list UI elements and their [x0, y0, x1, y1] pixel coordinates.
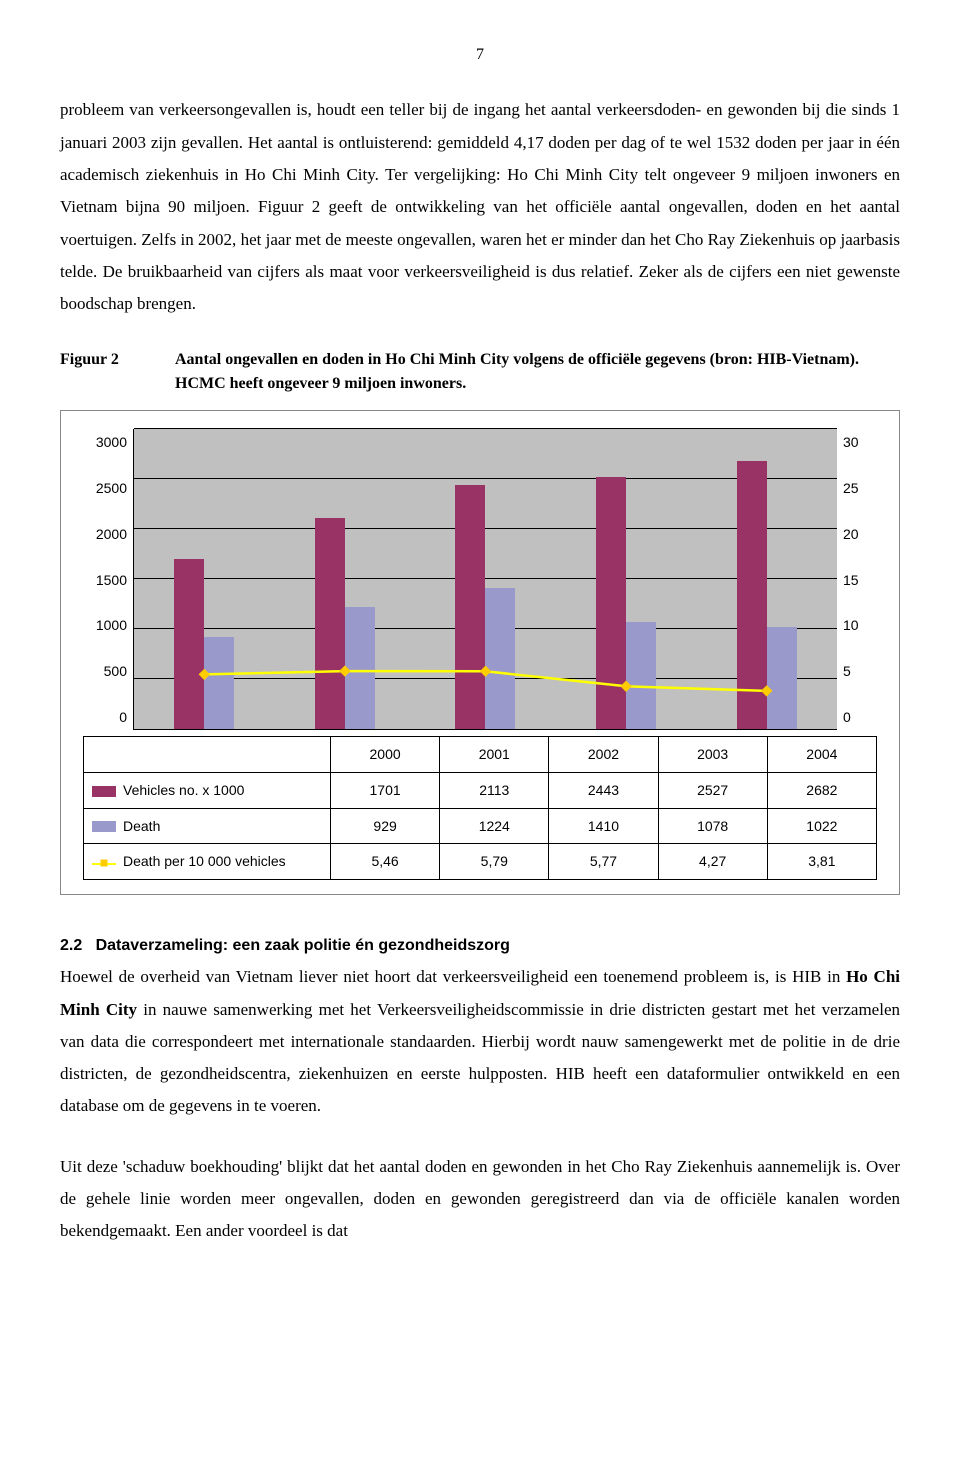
rate-marker: [340, 667, 350, 677]
chart-data-table: 2000 2001 2002 2003 2004 Vehicles no. x …: [83, 736, 877, 879]
cell: 4,27: [658, 844, 767, 880]
cell: 929: [331, 808, 440, 844]
left-axis: 3000 2500 2000 1500 1000 500 0: [83, 429, 133, 730]
left-tick: 1000: [96, 612, 127, 639]
cell: 2113: [440, 773, 549, 809]
section-heading: 2.2 Dataverzameling: een zaak politie én…: [60, 931, 900, 961]
cell: 1078: [658, 808, 767, 844]
section-text-a: Hoewel de overheid van Vietnam liever ni…: [60, 967, 846, 986]
legend-corner: [84, 737, 331, 773]
left-tick: 2000: [96, 521, 127, 548]
cell: 1022: [767, 808, 876, 844]
right-axis: 30 25 20 15 10 5 0: [837, 429, 877, 730]
cell: 5,79: [440, 844, 549, 880]
swatch-deaths: [92, 821, 116, 832]
figure-caption-text: Aantal ongevallen en doden in Ho Chi Min…: [175, 348, 900, 396]
right-tick: 25: [843, 475, 859, 502]
rate-marker: [621, 682, 631, 692]
right-tick: 15: [843, 567, 859, 594]
legend-rate-label: Death per 10 000 vehicles: [123, 853, 286, 869]
cell: 5,77: [549, 844, 658, 880]
col-2000: 2000: [331, 737, 440, 773]
section-number: 2.2: [60, 937, 82, 954]
left-tick: 0: [119, 704, 127, 731]
col-2001: 2001: [440, 737, 549, 773]
right-tick: 30: [843, 429, 859, 456]
right-tick: 20: [843, 521, 859, 548]
plot-area: [133, 429, 837, 730]
col-2003: 2003: [658, 737, 767, 773]
legend-deaths: Death: [84, 808, 331, 844]
section-paragraph-2: Uit deze 'schaduw boekhouding' blijkt da…: [60, 1151, 900, 1248]
legend-deaths-label: Death: [123, 818, 160, 834]
col-2002: 2002: [549, 737, 658, 773]
section-text-b: in nauwe samenwerking met het Verkeersve…: [60, 1000, 900, 1116]
cell: 5,46: [331, 844, 440, 880]
col-2004: 2004: [767, 737, 876, 773]
rate-marker: [481, 667, 491, 677]
swatch-vehicles: [92, 786, 116, 797]
left-tick: 500: [104, 658, 127, 685]
rate-marker: [199, 670, 209, 680]
rate-marker: [762, 686, 772, 696]
figure-caption: Figuur 2 Aantal ongevallen en doden in H…: [60, 348, 900, 396]
section-title: Dataverzameling: een zaak politie én gez…: [96, 937, 510, 954]
section-paragraph-1: Hoewel de overheid van Vietnam liever ni…: [60, 961, 900, 1122]
legend-rate: Death per 10 000 vehicles: [84, 844, 331, 880]
legend-vehicles: Vehicles no. x 1000: [84, 773, 331, 809]
left-tick: 1500: [96, 567, 127, 594]
figure-label: Figuur 2: [60, 348, 175, 396]
chart-frame: 3000 2500 2000 1500 1000 500 0 30 25 20 15 10 5 0 20…: [60, 410, 900, 894]
line-layer: [134, 429, 837, 729]
cell: 2443: [549, 773, 658, 809]
page-number: 7: [60, 40, 900, 70]
cell: 1701: [331, 773, 440, 809]
cell: 3,81: [767, 844, 876, 880]
cell: 2682: [767, 773, 876, 809]
right-tick: 0: [843, 704, 851, 731]
swatch-rate: [92, 857, 116, 868]
left-tick: 3000: [96, 429, 127, 456]
cell: 1224: [440, 808, 549, 844]
left-tick: 2500: [96, 475, 127, 502]
right-tick: 10: [843, 612, 859, 639]
cell: 2527: [658, 773, 767, 809]
paragraph-1: probleem van verkeersongevallen is, houd…: [60, 94, 900, 320]
cell: 1410: [549, 808, 658, 844]
legend-vehicles-label: Vehicles no. x 1000: [123, 782, 244, 798]
right-tick: 5: [843, 658, 851, 685]
